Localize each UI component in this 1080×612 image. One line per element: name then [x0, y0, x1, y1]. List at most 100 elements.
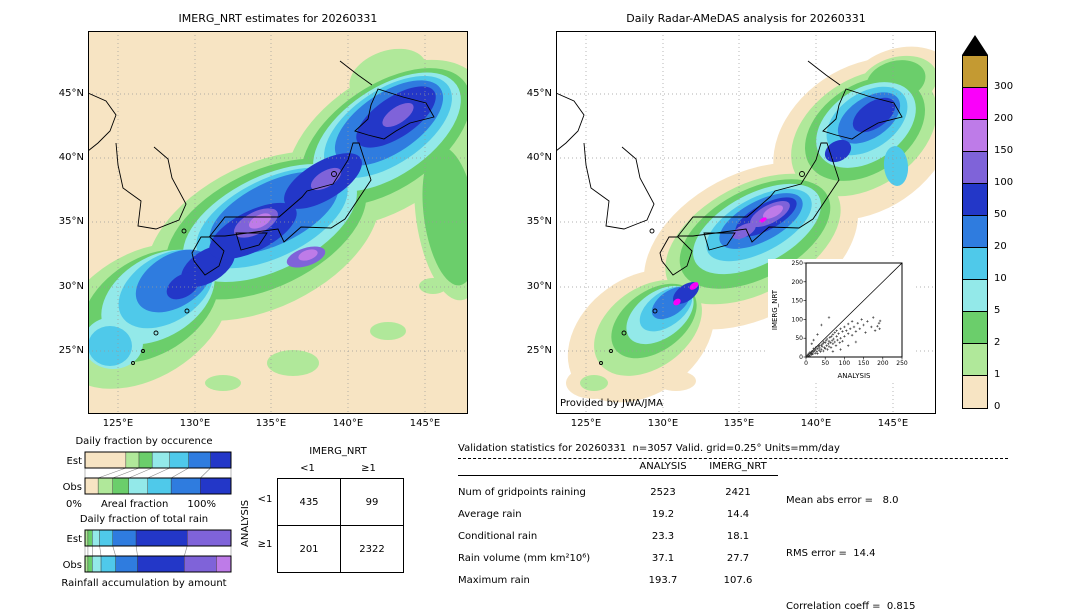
imerg-value: 18.1	[726, 530, 750, 542]
left-map-svg	[88, 31, 468, 414]
imerg-value: 107.6	[723, 574, 753, 586]
coastlines	[556, 60, 903, 365]
bar-frame	[84, 477, 232, 495]
lat-tick: 45°N	[526, 88, 552, 99]
fraction-segment	[84, 477, 99, 495]
colorbar-tick-label: 1	[994, 369, 1001, 380]
graticule-grid	[88, 31, 468, 414]
lat-tick: 40°N	[526, 152, 552, 163]
fraction-segment	[138, 451, 153, 469]
analysis-value: 37.1	[651, 552, 675, 564]
validation-rows: Num of gridpoints raining 2523 2421 Aver…	[458, 481, 778, 591]
coastlines	[88, 60, 435, 365]
metric-label: Rain volume (mm km²10⁶)	[458, 552, 591, 564]
svg-text:0: 0	[804, 360, 808, 367]
contingency-col-label: ≥1	[361, 463, 376, 474]
analysis-value: 193.7	[648, 574, 678, 586]
contingency-row-label: <1	[257, 494, 273, 505]
imerg-value: 14.4	[726, 508, 750, 520]
obs-label: Obs	[63, 482, 82, 493]
map-frame	[556, 31, 936, 414]
colorbar-segment	[963, 152, 987, 184]
colorbar-segment	[963, 376, 987, 408]
lon-tick: 145°E	[409, 418, 441, 429]
left-map-title: IMERG_NRT estimates for 20260331	[178, 12, 378, 25]
scatter-xlabel: ANALYSIS	[837, 372, 871, 380]
metric-label: Maximum rain	[458, 574, 530, 586]
validation-row: Num of gridpoints raining 2523 2421	[458, 481, 778, 503]
bar-connector	[98, 467, 126, 479]
axis-max: 100%	[187, 499, 216, 510]
occurrence-title: Daily fraction by occurence	[75, 436, 213, 447]
fraction-segment	[188, 451, 211, 469]
svg-text:150: 150	[858, 360, 870, 367]
svg-text:50: 50	[821, 360, 829, 367]
fraction-segment	[100, 555, 116, 573]
scatter-ticks: 00 50 50 100 100 150 150 200 200 250 250	[792, 260, 908, 367]
svg-text:100: 100	[792, 316, 804, 323]
right-map-title: Daily Radar-AMeDAS analysis for 20260331	[626, 12, 866, 25]
fraction-segment	[200, 477, 232, 495]
colorbar-segment	[963, 56, 987, 88]
fraction-segment	[125, 451, 140, 469]
fraction-segment	[87, 529, 93, 547]
bar-frame	[84, 451, 232, 469]
fraction-segment	[92, 529, 100, 547]
lon-tick: 140°E	[800, 418, 832, 429]
colorbar	[962, 35, 988, 409]
fraction-segment	[216, 555, 232, 573]
fraction-segment	[128, 477, 148, 495]
analysis-value: 19.2	[651, 508, 675, 520]
contingency-row-label: ≥1	[257, 539, 273, 550]
colorbar-tick-label: 5	[994, 305, 1001, 316]
lat-tick: 30°N	[58, 281, 84, 292]
validation-row: Conditional rain 23.3 18.1	[458, 525, 778, 547]
contingency-row-group: ANALYSIS	[240, 499, 251, 547]
bar-connector	[128, 467, 153, 479]
lon-tick: 140°E	[332, 418, 364, 429]
bar-connector	[183, 545, 188, 557]
validation-row: Average rain 19.2 14.4	[458, 503, 778, 525]
map-frame	[88, 31, 468, 414]
obs-label: Obs	[63, 560, 82, 571]
est-label: Est	[67, 534, 83, 545]
bar-frame	[84, 529, 232, 547]
fraction-segment	[137, 555, 185, 573]
bar-connector	[147, 467, 170, 479]
axis-min: 0%	[66, 499, 82, 510]
fraction-segment	[87, 555, 93, 573]
bar-connector	[112, 545, 116, 557]
bar-connector	[200, 467, 211, 479]
bar-frame	[84, 555, 232, 573]
lon-tick: 145°E	[877, 418, 909, 429]
colorbar-labels: 300 200 150 100 50 20 10 5 2 1 0	[994, 35, 1038, 435]
colorbar-tick-label: 150	[994, 145, 1014, 156]
imerg-value: 27.7	[726, 552, 750, 564]
lat-tick: 25°N	[526, 345, 552, 356]
fraction-segment	[112, 529, 137, 547]
contingency-cell: 99	[340, 478, 404, 526]
header-spacer	[458, 461, 628, 472]
total-rain-title: Daily fraction of total rain	[79, 514, 209, 525]
lon-tick: 135°E	[723, 418, 755, 429]
data-provider-credit: Provided by JWA/JMA	[560, 398, 663, 409]
svg-text:150: 150	[792, 298, 804, 305]
svg-text:100: 100	[839, 360, 851, 367]
colorbar-tick-label: 0	[994, 401, 1001, 412]
fraction-segment	[186, 529, 232, 547]
colorbar-tick-label: 20	[994, 241, 1007, 252]
lon-tick: 135°E	[255, 418, 287, 429]
contingency-col-group: IMERG_NRT	[309, 446, 367, 457]
scatter-points	[805, 316, 882, 358]
precip-200-300-layer	[673, 217, 767, 306]
stat-line: Correlation coeff = 0.815	[786, 601, 916, 612]
contingency-table: 435 99 201 2322	[277, 478, 404, 573]
analysis-value: 2523	[650, 486, 676, 498]
colorbar-tick-label: 50	[994, 209, 1007, 220]
bar-connector	[112, 467, 140, 479]
svg-text:0: 0	[799, 354, 803, 361]
colorbar-segment	[963, 248, 987, 280]
svg-text:250: 250	[896, 360, 908, 367]
occurrence-bars: Est Obs	[63, 451, 232, 495]
metric-label: Conditional rain	[458, 530, 538, 542]
